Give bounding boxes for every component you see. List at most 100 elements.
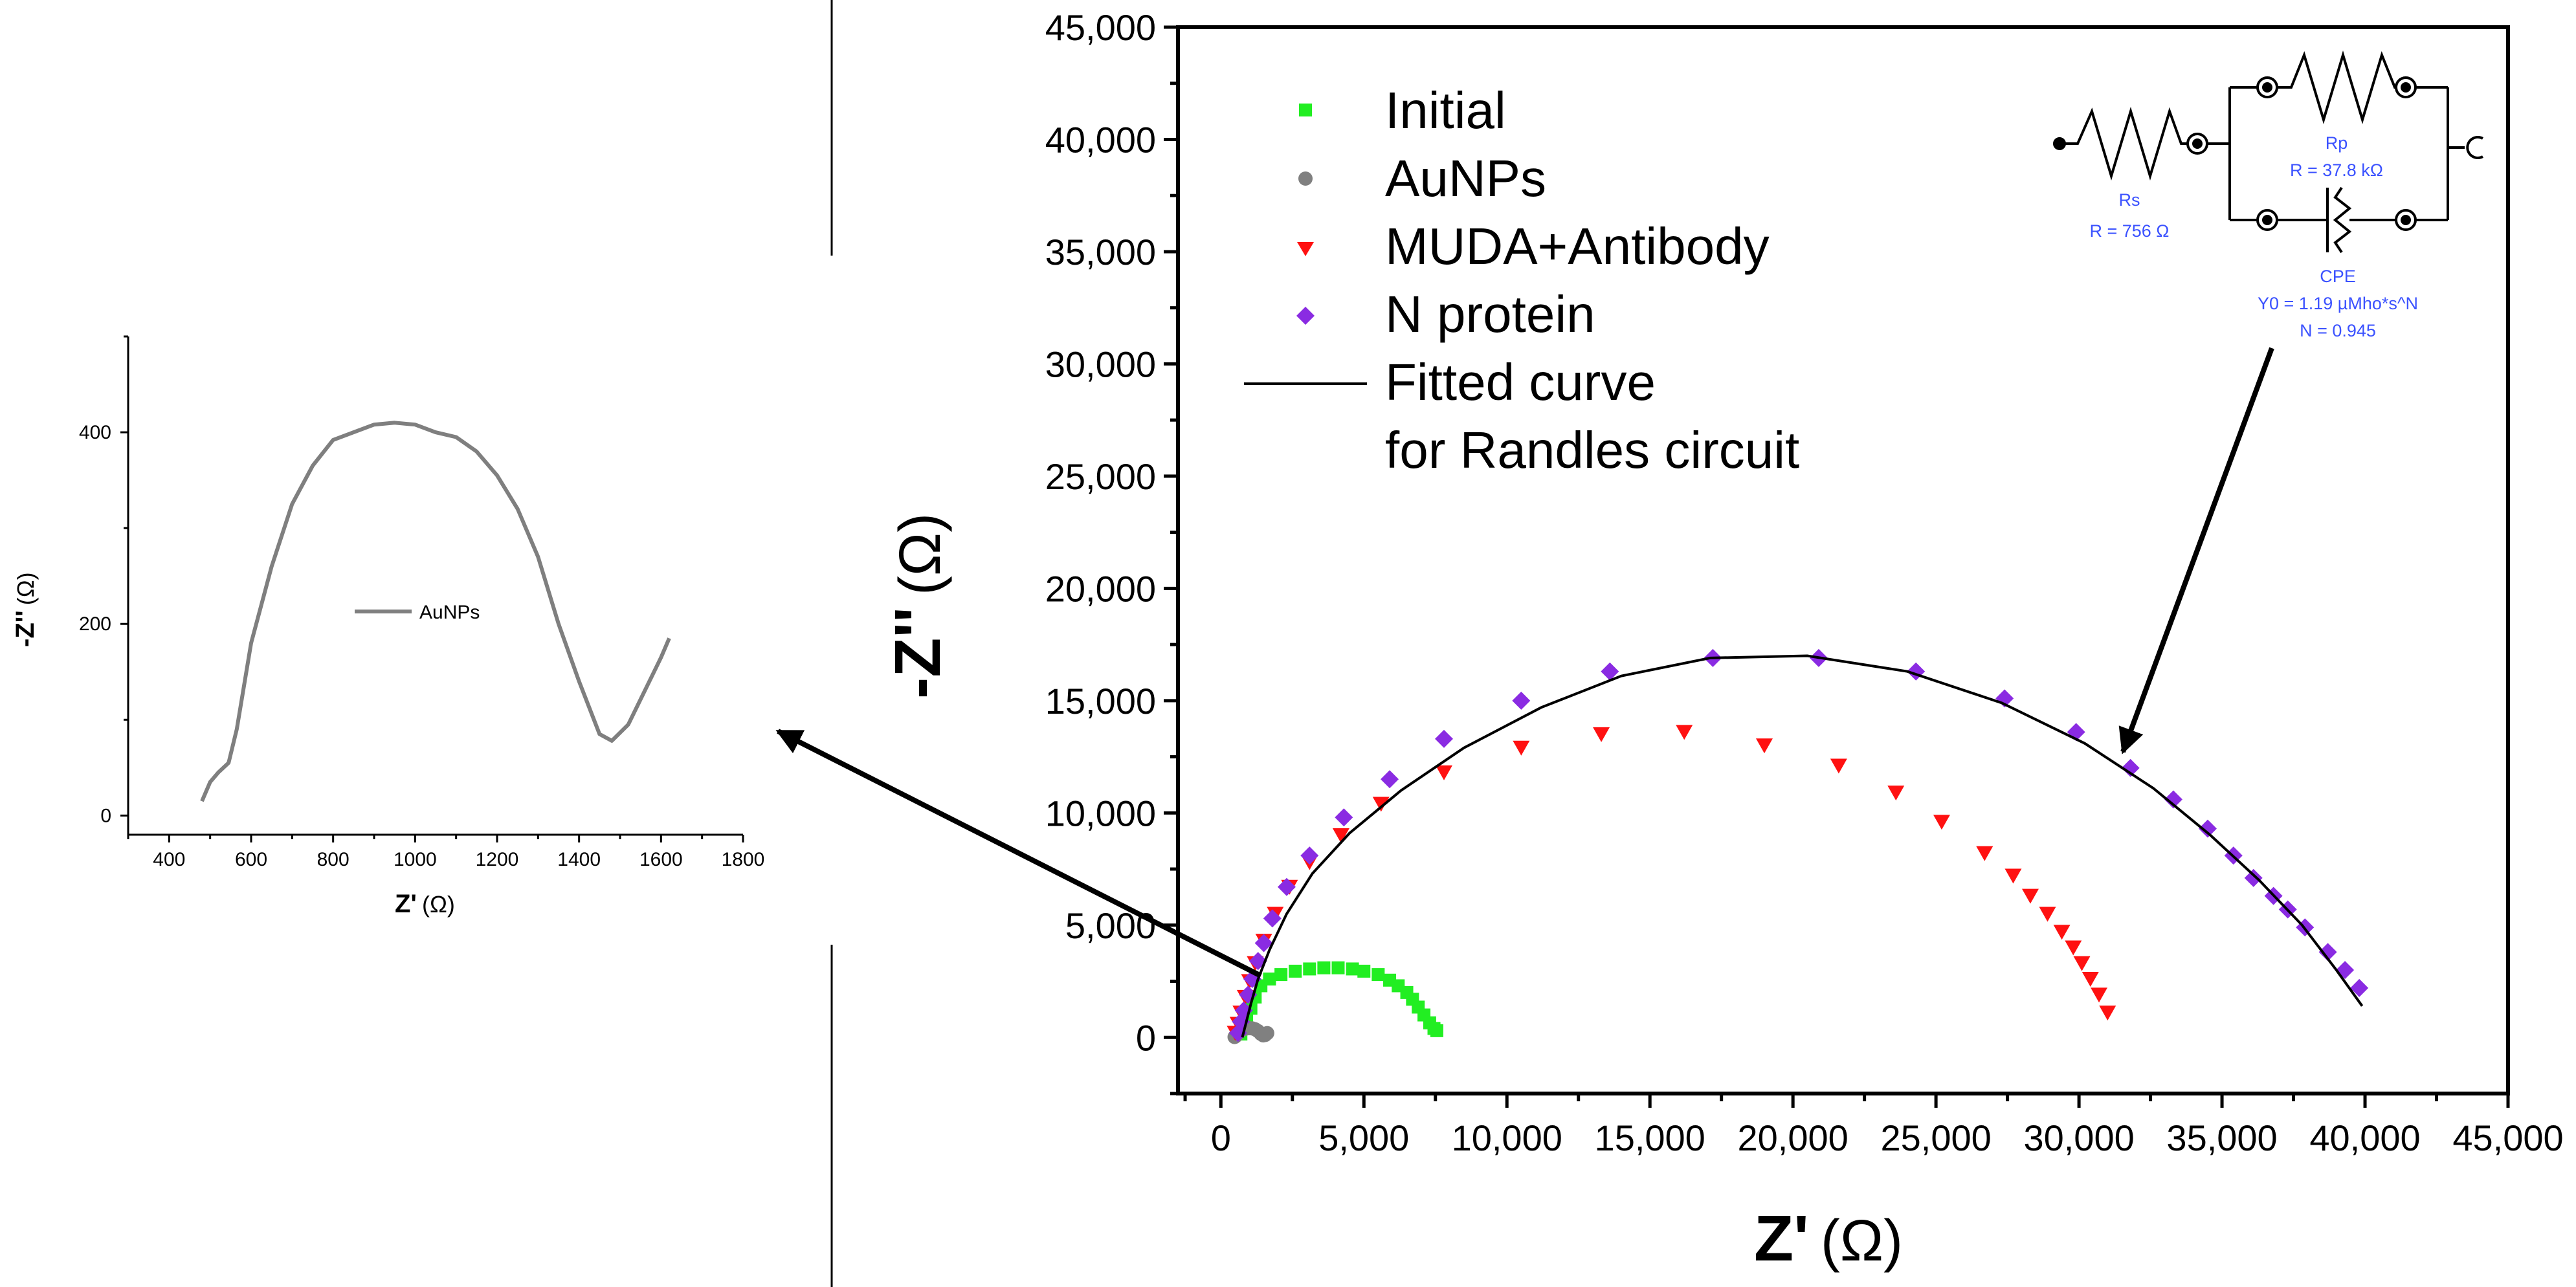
rs-label: Rs	[2119, 190, 2140, 210]
data-point-n-protein	[2350, 978, 2369, 997]
main-y-tick-label: 25,000	[1045, 456, 1156, 497]
data-point-n-protein	[1512, 691, 1531, 710]
data-point-muda-antibody	[2091, 987, 2108, 1003]
data-point-n-protein	[2336, 961, 2355, 980]
legend-label-aunps: AuNPs	[1385, 149, 1546, 207]
data-point-n-protein	[1381, 770, 1399, 789]
data-point-aunps	[1260, 1026, 1274, 1040]
main-y-tick-label: 45,000	[1045, 7, 1156, 48]
data-point-muda-antibody	[1332, 828, 1349, 844]
main-x-tick-label: 45,000	[2452, 1117, 2563, 1158]
data-point-n-protein	[2318, 943, 2337, 962]
zoom-to-inset-arrow	[775, 729, 1262, 978]
rp-label: Rp	[2326, 133, 2348, 153]
data-point-muda-antibody	[1436, 765, 1452, 780]
data-point-initial	[1303, 962, 1316, 976]
randles-circuit-diagram: Rs R = 756 Ω Rp R = 37.8 kΩ CPE Y0 = 1.1…	[2053, 50, 2483, 340]
main-x-tick-label: 20,000	[1738, 1117, 1849, 1158]
data-point-initial	[1357, 964, 1371, 978]
data-point-muda-antibody	[1887, 786, 1905, 801]
data-point-muda-antibody	[2021, 888, 2039, 904]
data-point-initial	[1263, 973, 1276, 986]
inset-chart: 400 600 800 1000 1200 1400 1600 1800 0 200 400 AuN…	[11, 335, 765, 918]
inset-x-tick-label: 1000	[394, 849, 437, 870]
inset-axis-frame	[127, 336, 743, 836]
data-point-initial	[1430, 1024, 1443, 1037]
main-x-tick-label: 5,000	[1318, 1117, 1409, 1158]
data-point-initial	[1289, 964, 1302, 978]
cpe-n: N = 0.945	[2300, 321, 2376, 340]
inset-y-tick-label: 0	[100, 805, 111, 826]
data-point-muda-antibody	[2073, 956, 2091, 971]
data-point-muda-antibody	[2082, 972, 2099, 987]
inset-y-tick-label: 400	[79, 422, 111, 443]
main-plot-frame	[1176, 25, 2510, 1095]
inset-x-tick-label: 400	[153, 849, 185, 870]
main-x-tick-label: 15,000	[1595, 1117, 1705, 1158]
main-axes: 0 5,000 10,000 15,000 20,000 25,000 30,000 35,0…	[1045, 7, 2564, 1158]
legend-label-initial: Initial	[1385, 82, 1506, 139]
legend-marker-nprotein	[1296, 307, 1315, 325]
main-y-tick-label: 15,000	[1045, 681, 1156, 721]
data-point-n-protein	[1335, 808, 1353, 827]
main-y-tick-label: 5,000	[1065, 905, 1156, 946]
inset-x-tick-label: 1400	[557, 849, 601, 870]
main-x-tick-label: 10,000	[1452, 1117, 1562, 1158]
data-point-n-protein	[1435, 729, 1453, 748]
rs-value: R = 756 Ω	[2089, 221, 2169, 241]
circuit-output-terminal	[2466, 136, 2483, 159]
data-point-n-protein	[2244, 868, 2263, 887]
main-series	[1227, 648, 2369, 1044]
legend-label-fitted: Fitted curve	[1385, 353, 1656, 411]
main-y-tick-label: 40,000	[1045, 119, 1156, 160]
main-chart: 0 5,000 10,000 15,000 20,000 25,000 30,000 35,0…	[882, 7, 2564, 1275]
inset-y-axis-title: -Z''(Ω)	[11, 572, 39, 647]
main-y-tick-label: 35,000	[1045, 232, 1156, 272]
data-point-muda-antibody	[2039, 907, 2056, 922]
data-point-initial	[1274, 968, 1288, 982]
data-point-muda-antibody	[1976, 846, 1993, 861]
legend-marker-muda	[1297, 242, 1314, 256]
legend-label-muda: MUDA+Antibody	[1385, 217, 1770, 275]
data-point-n-protein	[1254, 934, 1273, 952]
main-x-tick-label: 35,000	[2166, 1117, 2277, 1158]
rp-value: R = 37.8 kΩ	[2290, 160, 2383, 180]
rs-node-right-dot	[2192, 138, 2203, 149]
data-point-n-protein	[1601, 662, 1619, 681]
series-line-fitted-curve-for-randles-circuit	[1241, 654, 2364, 1038]
data-point-n-protein	[2198, 819, 2217, 838]
data-point-initial	[1331, 961, 1345, 974]
main-y-tick-label: 30,000	[1045, 344, 1156, 384]
data-point-n-protein	[2121, 758, 2140, 777]
rs-resistor	[2060, 107, 2188, 181]
data-point-n-protein	[1263, 909, 1282, 928]
legend-marker-aunps	[1298, 171, 1313, 186]
cpe-label: CPE	[2320, 267, 2356, 286]
main-y-axis-title: -Z''(Ω)	[882, 513, 954, 699]
inset-x-tick-label: 1600	[639, 849, 683, 870]
data-point-n-protein	[2164, 790, 2182, 809]
main-legend: Initial AuNPs MUDA+Antibody N protein Fi…	[1244, 82, 1799, 479]
inset-x-tick-label: 600	[235, 849, 267, 870]
inset-x-tick-label: 1200	[476, 849, 519, 870]
main-x-tick-label: 0	[1211, 1117, 1231, 1158]
data-point-muda-antibody	[1830, 758, 1847, 774]
data-point-muda-antibody	[1593, 727, 1610, 742]
inset-series-aunps	[200, 421, 671, 802]
inset-y-tick-label: 200	[79, 613, 111, 635]
main-y-tick-label: 10,000	[1045, 793, 1156, 833]
inset-axes: 400 600 800 1000 1200 1400 1600 1800 0 200 400	[79, 335, 765, 870]
legend-label-randles: for Randles circuit	[1385, 421, 1799, 479]
rp-node-left-dot	[2262, 82, 2272, 93]
cpe-y0: Y0 = 1.19 µMho*s^N	[2258, 294, 2418, 313]
data-point-muda-antibody	[1513, 740, 1530, 756]
main-y-tick-label: 0	[1136, 1017, 1156, 1058]
data-point-muda-antibody	[2099, 1006, 2116, 1021]
inset-x-tick-label: 800	[317, 849, 350, 870]
main-x-axis-title: Z' (Ω)	[1754, 1202, 1903, 1275]
data-point-n-protein	[1277, 877, 1296, 896]
inset-x-tick-label: 1800	[722, 849, 765, 870]
legend-marker-initial	[1299, 104, 1312, 116]
data-point-muda-antibody	[1933, 815, 1950, 830]
data-point-muda-antibody	[2065, 940, 2082, 956]
